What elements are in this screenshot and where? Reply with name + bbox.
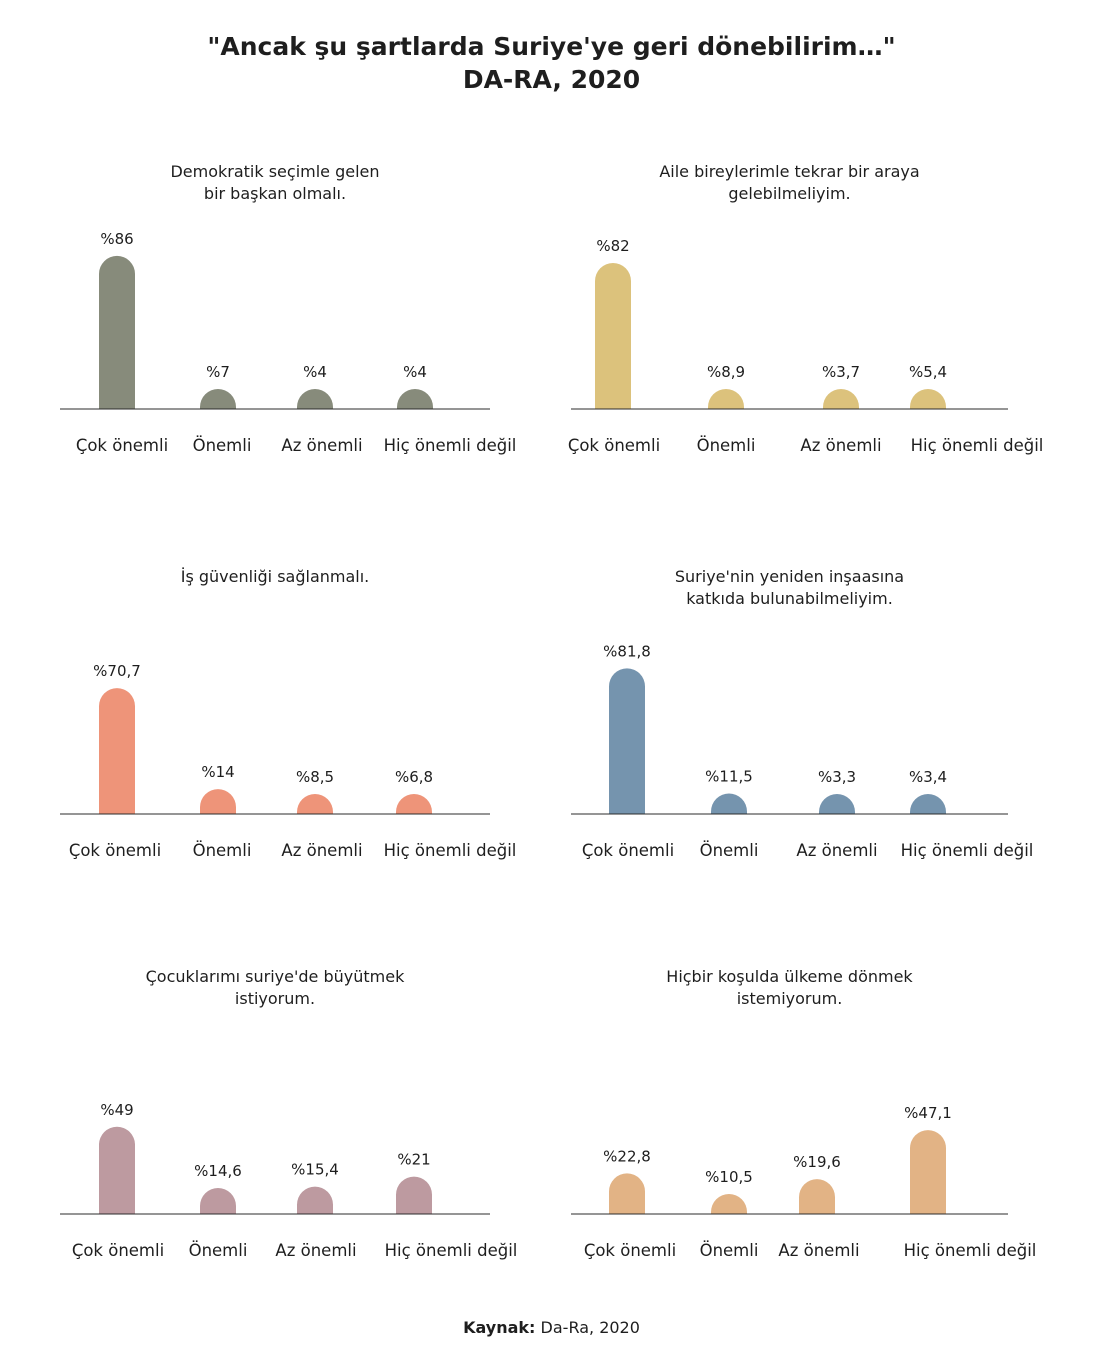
chart-title-line: istemiyorum. bbox=[737, 989, 843, 1008]
value-label: %49 bbox=[100, 1101, 133, 1119]
bar bbox=[819, 794, 855, 814]
bar bbox=[910, 1130, 946, 1214]
bar bbox=[200, 1188, 237, 1214]
category-label: Çok önemli bbox=[76, 436, 168, 455]
value-label: %3,3 bbox=[818, 768, 856, 786]
value-label: %14,6 bbox=[194, 1162, 242, 1180]
value-label: %14 bbox=[201, 763, 234, 781]
category-label: Çok önemli bbox=[568, 436, 660, 455]
bar bbox=[396, 1176, 432, 1214]
chart-panel-3: İş güvenliği sağlanmalı. %70,7 Çok önemli%… bbox=[60, 567, 517, 860]
value-label: %11,5 bbox=[705, 768, 753, 786]
bar bbox=[595, 263, 631, 409]
bar bbox=[910, 794, 946, 814]
chart-title-line: Aile bireylerimle tekrar bir araya bbox=[659, 162, 919, 181]
value-label: %86 bbox=[100, 230, 133, 248]
category-label: Az önemli bbox=[281, 841, 362, 860]
bar bbox=[708, 389, 744, 409]
value-label: %47,1 bbox=[904, 1104, 952, 1122]
chart-title-line: İş güvenliği sağlanmalı. bbox=[181, 567, 370, 586]
value-label: %81,8 bbox=[603, 642, 651, 660]
value-label: %10,5 bbox=[705, 1168, 753, 1186]
category-label: Az önemli bbox=[281, 436, 362, 455]
page-title-line-1: "Ancak şu şartlarda Suriye'ye geri döneb… bbox=[207, 32, 896, 61]
category-label: Az önemli bbox=[800, 436, 881, 455]
bar bbox=[799, 1179, 835, 1214]
category-label: Çok önemli bbox=[72, 1241, 164, 1260]
chart-title-line: Demokratik seçimle gelen bbox=[170, 162, 379, 181]
chart-title-line: Suriye'nin yeniden inşaasına bbox=[675, 567, 904, 586]
value-label: %4 bbox=[403, 363, 427, 381]
value-label: %3,7 bbox=[822, 363, 860, 381]
category-label: Az önemli bbox=[796, 841, 877, 860]
bar bbox=[823, 389, 859, 409]
value-label: %21 bbox=[397, 1151, 430, 1169]
category-label: Çok önemli bbox=[582, 841, 674, 860]
chart-title-line: bir başkan olmalı. bbox=[204, 184, 346, 203]
bar bbox=[397, 389, 433, 409]
bar bbox=[99, 255, 135, 409]
chart-panel-1: Demokratik seçimle gelen bir başkan olmal… bbox=[60, 162, 517, 455]
category-label: Az önemli bbox=[778, 1241, 859, 1260]
bar bbox=[910, 389, 946, 409]
bar bbox=[396, 794, 432, 814]
chart-panel-5: Çocuklarımı suriye'de büyütmek istiyorum.… bbox=[60, 967, 518, 1260]
category-label: Önemli bbox=[189, 1241, 248, 1260]
category-label: Önemli bbox=[193, 841, 252, 860]
source-note: Kaynak: Da-Ra, 2020 bbox=[0, 1318, 1103, 1337]
category-label: Önemli bbox=[700, 1241, 759, 1260]
bar bbox=[200, 389, 236, 409]
bar bbox=[99, 688, 135, 814]
bar bbox=[711, 1194, 747, 1214]
chart-title-line: istiyorum. bbox=[235, 989, 315, 1008]
value-label: %8,5 bbox=[296, 768, 334, 786]
category-label: Hiç önemli değil bbox=[904, 1241, 1037, 1260]
bar bbox=[297, 1186, 333, 1214]
bar bbox=[609, 668, 645, 814]
chart-title-line: Hiçbir koşulda ülkeme dönmek bbox=[666, 967, 913, 986]
bar bbox=[200, 789, 237, 814]
value-label: %4 bbox=[303, 363, 327, 381]
value-label: %15,4 bbox=[291, 1161, 339, 1179]
chart-panel-4: Suriye'nin yeniden inşaasına katkıda bulu… bbox=[571, 567, 1034, 860]
category-label: Önemli bbox=[697, 436, 756, 455]
chart-title-line: katkıda bulunabilmeliyim. bbox=[686, 589, 893, 608]
bar bbox=[711, 793, 747, 814]
source-label: Kaynak: bbox=[463, 1318, 536, 1337]
category-label: Çok önemli bbox=[69, 841, 161, 860]
chart-panel-2: Aile bireylerimle tekrar bir araya gelebi… bbox=[568, 162, 1044, 455]
chart-panel-6: Hiçbir koşulda ülkeme dönmek istemiyorum.… bbox=[571, 967, 1037, 1260]
category-label: Çok önemli bbox=[584, 1241, 676, 1260]
value-label: %7 bbox=[206, 363, 230, 381]
category-label: Önemli bbox=[700, 841, 759, 860]
value-label: %82 bbox=[596, 237, 629, 255]
value-label: %8,9 bbox=[707, 363, 745, 381]
category-label: Hiç önemli değil bbox=[911, 436, 1044, 455]
bar bbox=[99, 1126, 135, 1214]
page-title: "Ancak şu şartlarda Suriye'ye geri döneb… bbox=[0, 30, 1103, 96]
value-label: %3,4 bbox=[909, 768, 947, 786]
source-text: Da-Ra, 2020 bbox=[540, 1318, 640, 1337]
bar bbox=[609, 1173, 645, 1214]
page-title-line-2: DA-RA, 2020 bbox=[462, 65, 641, 94]
value-label: %6,8 bbox=[395, 768, 433, 786]
category-label: Az önemli bbox=[275, 1241, 356, 1260]
category-label: Hiç önemli değil bbox=[901, 841, 1034, 860]
category-label: Hiç önemli değil bbox=[384, 436, 517, 455]
bar bbox=[297, 389, 333, 409]
bar bbox=[297, 794, 333, 814]
chart-title-line: gelebilmeliyim. bbox=[728, 184, 850, 203]
value-label: %19,6 bbox=[793, 1153, 841, 1171]
category-label: Hiç önemli değil bbox=[385, 1241, 518, 1260]
value-label: %70,7 bbox=[93, 662, 141, 680]
chart-title-line: Çocuklarımı suriye'de büyütmek bbox=[146, 967, 405, 986]
value-label: %22,8 bbox=[603, 1147, 651, 1165]
category-label: Hiç önemli değil bbox=[384, 841, 517, 860]
category-label: Önemli bbox=[193, 436, 252, 455]
value-label: %5,4 bbox=[909, 363, 947, 381]
